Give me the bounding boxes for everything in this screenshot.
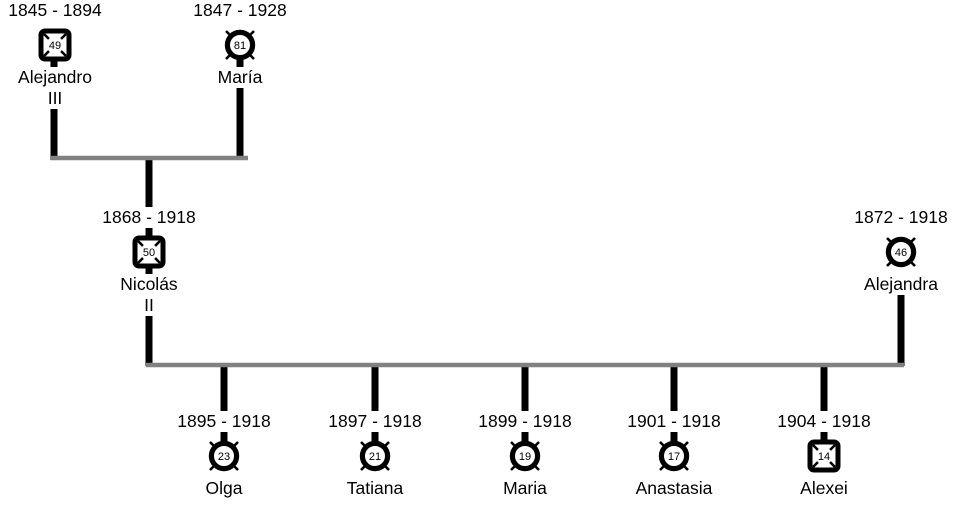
person-maria-sr[interactable]: 1847 - 1928 81 María (175, 0, 305, 88)
age-at-death: 21 (369, 451, 381, 463)
deceased-female-symbol[interactable]: 19 (505, 436, 545, 476)
person-alexei[interactable]: 1904 - 1918 14 Alexei (759, 411, 889, 499)
person-name: Alejandro (15, 67, 95, 88)
person-olga[interactable]: 1895 - 1918 23 Olga (159, 411, 289, 499)
age-at-death: 19 (519, 451, 531, 463)
person-dates: 1845 - 1894 (5, 0, 105, 21)
person-alejandra[interactable]: 1872 - 1918 46 Alejandra (836, 207, 962, 295)
person-dates: 1872 - 1918 (851, 207, 951, 228)
person-name: Tatiana (343, 478, 407, 499)
deceased-male-symbol[interactable]: 14 (804, 436, 844, 476)
deceased-female-symbol[interactable]: 23 (204, 436, 244, 476)
person-alejandro-iii[interactable]: 1845 - 1894 49 Alejandro III (0, 0, 120, 109)
age-at-death: 46 (895, 247, 907, 259)
person-suffix: III (44, 88, 66, 109)
person-name: Olga (202, 478, 246, 499)
deceased-male-symbol[interactable]: 49 (35, 25, 75, 65)
person-dates: 1895 - 1918 (174, 411, 274, 432)
person-anastasia[interactable]: 1901 - 1918 17 Anastasia (609, 411, 739, 499)
deceased-female-symbol[interactable]: 21 (355, 436, 395, 476)
person-name: María (214, 67, 266, 88)
age-at-death: 17 (668, 451, 680, 463)
person-name: Anastasia (632, 478, 716, 499)
person-suffix: II (141, 295, 157, 316)
age-at-death: 81 (234, 40, 246, 52)
age-at-death: 23 (218, 451, 230, 463)
age-at-death: 49 (49, 40, 61, 52)
person-name: Alexei (797, 478, 851, 499)
person-dates: 1899 - 1918 (475, 411, 575, 432)
deceased-female-symbol[interactable]: 17 (654, 436, 694, 476)
person-name: Alejandra (861, 274, 941, 295)
person-maria-jr[interactable]: 1899 - 1918 19 Maria (460, 411, 590, 499)
person-dates: 1901 - 1918 (624, 411, 724, 432)
age-at-death: 14 (818, 451, 830, 463)
person-name: Nicolás (117, 274, 181, 295)
person-dates: 1868 - 1918 (99, 207, 199, 228)
person-tatiana[interactable]: 1897 - 1918 21 Tatiana (310, 411, 440, 499)
person-name: Maria (500, 478, 550, 499)
age-at-death: 50 (143, 247, 155, 259)
deceased-male-symbol[interactable]: 50 (129, 232, 169, 272)
deceased-female-symbol[interactable]: 81 (220, 25, 260, 65)
person-dates: 1897 - 1918 (325, 411, 425, 432)
deceased-female-symbol[interactable]: 46 (881, 232, 921, 272)
person-dates: 1847 - 1928 (190, 0, 290, 21)
person-dates: 1904 - 1918 (774, 411, 874, 432)
person-nicolas-ii[interactable]: 1868 - 1918 50 Nicolás II (84, 207, 214, 316)
